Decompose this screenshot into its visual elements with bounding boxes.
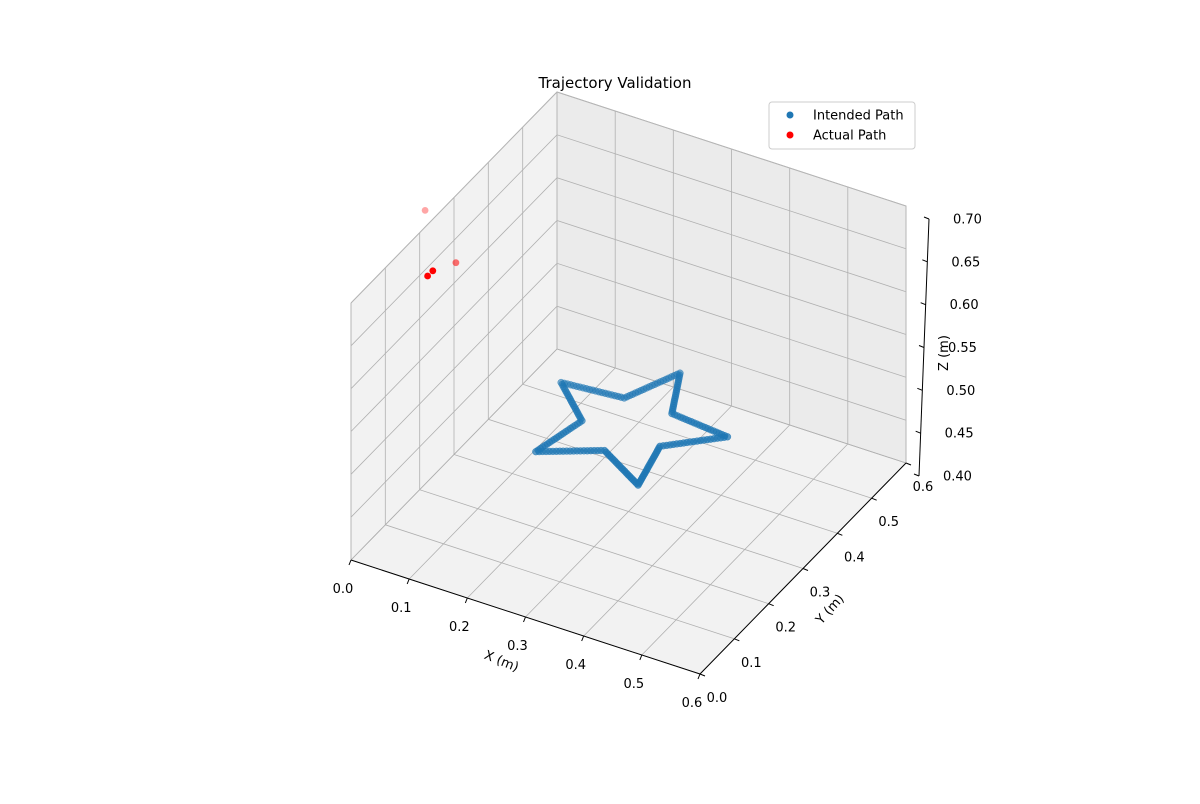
x-tick <box>697 673 701 680</box>
x-tick-label: 0.5 <box>623 677 644 692</box>
z-tick-label: 0.50 <box>946 384 975 399</box>
x-tick <box>464 597 468 604</box>
z-tick <box>918 345 925 348</box>
z-tick <box>922 259 928 263</box>
y-tick <box>734 638 740 642</box>
x-tick-label: 0.2 <box>449 620 470 635</box>
y-tick <box>905 462 912 466</box>
legend-marker-actual <box>786 131 794 139</box>
y-tick-label: 0.4 <box>844 550 865 565</box>
actual-path-point <box>421 207 429 214</box>
z-tick-label: 0.45 <box>945 427 974 442</box>
z-tick <box>920 302 926 306</box>
z-axis-label: Z (m) <box>937 335 952 371</box>
intended-path-point <box>634 481 642 489</box>
x-tick <box>523 616 526 623</box>
z-tick-label: 0.55 <box>948 341 977 356</box>
actual-path-point <box>452 259 460 267</box>
y-tick-label: 0.1 <box>741 656 762 671</box>
y-tick <box>837 532 843 536</box>
pane-top-edge <box>350 91 907 463</box>
intended-path-point <box>620 394 628 402</box>
y-tick-label: 0.2 <box>775 621 796 636</box>
z-tick <box>923 216 930 220</box>
x-tick-label: 0.3 <box>507 639 528 654</box>
z-tick <box>913 473 920 477</box>
legend-label-actual: Actual Path <box>813 129 886 144</box>
x-tick <box>406 578 410 585</box>
intended-path-point <box>723 433 732 441</box>
x-tick <box>581 635 585 642</box>
y-tick-label: 0.5 <box>878 515 899 530</box>
z-tick-label: 0.65 <box>951 255 980 270</box>
x-tick-label: 0.1 <box>391 601 412 616</box>
legend-marker-intended <box>786 111 794 119</box>
x-tick-label: 0.4 <box>565 658 586 673</box>
actual-path-point <box>429 267 437 275</box>
legend-box <box>768 101 916 150</box>
x-tick <box>348 559 352 566</box>
data-points <box>421 207 732 489</box>
y-tick <box>802 568 809 571</box>
y-tick <box>699 673 706 677</box>
legend: Intended Path Actual Path <box>768 101 916 150</box>
z-tick <box>917 387 923 391</box>
axis-ticks: 0.00.10.20.30.40.50.6 0.00.10.20.30.40.50… <box>333 213 982 712</box>
z-tick-label: 0.70 <box>953 213 982 228</box>
x-tick-label: 0.6 <box>682 696 703 711</box>
y-tick <box>871 497 877 501</box>
chart-title: Trajectory Validation <box>538 74 692 92</box>
actual-path-point <box>424 272 431 280</box>
legend-label-intended: Intended Path <box>813 109 904 124</box>
z-tick <box>915 430 921 434</box>
z-tick-label: 0.60 <box>950 298 979 313</box>
y-tick-label: 0.3 <box>810 586 831 601</box>
x-tick-label: 0.0 <box>333 582 354 597</box>
y-tick-label: 0.6 <box>913 480 934 495</box>
x-tick <box>639 654 643 661</box>
z-tick-label: 0.40 <box>943 470 972 485</box>
y-tick-label: 0.0 <box>707 691 728 706</box>
y-tick <box>768 603 774 607</box>
